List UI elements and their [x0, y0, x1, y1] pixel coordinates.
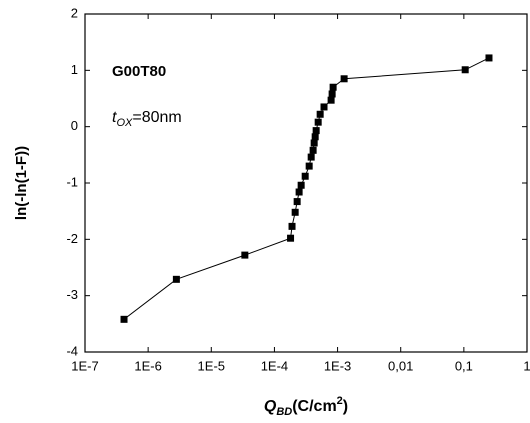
data-point	[314, 118, 322, 126]
x-tick-label: 1E-7	[71, 358, 98, 373]
data-point	[327, 96, 335, 104]
x-tick-label: 1E-6	[134, 358, 161, 373]
x-title-unit: (C/cm	[292, 398, 336, 415]
data-point	[288, 222, 296, 230]
thickness-symbol: t	[112, 109, 117, 126]
data-point	[301, 172, 309, 180]
thickness-value: =80nm	[132, 109, 181, 126]
thickness-sub: OX	[116, 117, 133, 129]
data-point	[293, 198, 301, 206]
data-point	[309, 146, 317, 154]
data-point	[340, 75, 348, 83]
y-tick-label: 1	[71, 62, 78, 77]
data-point	[287, 234, 295, 242]
data-point	[172, 275, 180, 283]
data-point	[291, 208, 299, 216]
y-tick-label: -2	[66, 231, 78, 246]
data-point	[329, 83, 337, 91]
data-point	[297, 181, 305, 189]
data-point	[485, 54, 493, 62]
x-tick-label: 1E-5	[198, 358, 225, 373]
x-title-sup: 2	[337, 395, 343, 407]
x-tick-label: 1E-4	[261, 358, 288, 373]
thickness-label: tOX=80nm	[112, 109, 182, 129]
y-tick-label: 0	[71, 118, 78, 133]
y-tick-label: -4	[66, 343, 78, 358]
y-tick-label: -1	[66, 174, 78, 189]
y-tick-label: -3	[66, 287, 78, 302]
data-point	[320, 103, 328, 111]
data-point	[312, 127, 320, 135]
x-tick-label: 1E-3	[324, 358, 351, 373]
data-point	[295, 188, 303, 196]
data-point	[305, 162, 313, 170]
x-tick-label: 0,01	[388, 358, 413, 373]
x-tick-label: 1	[523, 358, 530, 373]
data-point	[316, 110, 324, 118]
x-axis-title: QBD(C/cm2)	[264, 395, 348, 418]
x-tick-label: 0,1	[455, 358, 473, 373]
sample-label: G00T80	[112, 63, 166, 80]
data-point	[310, 139, 318, 147]
y-axis-title: ln(-ln(1-F))	[13, 146, 30, 220]
data-point	[241, 251, 249, 259]
data-point	[461, 66, 469, 74]
x-title-sub: BD	[276, 406, 292, 418]
data-point	[307, 153, 315, 161]
x-title-main: Q	[264, 398, 277, 415]
y-tick-label: 2	[71, 5, 78, 20]
data-point	[120, 315, 128, 323]
data-point	[311, 133, 319, 141]
x-title-close: )	[343, 398, 348, 415]
data-point	[328, 90, 336, 98]
